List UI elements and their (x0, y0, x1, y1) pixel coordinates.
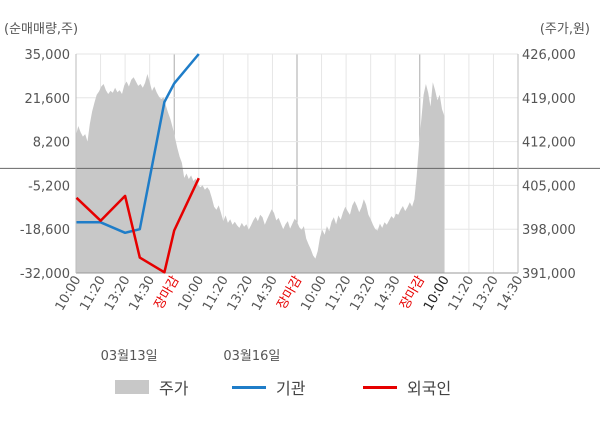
left-tick-label: -5,200 (28, 179, 70, 194)
left-tick-label: 8,200 (33, 136, 70, 151)
legend-institution-swatch (232, 385, 266, 389)
legend-price: 주가 (115, 372, 188, 402)
right-tick-label: 398,000 (522, 223, 576, 238)
left-axis-title: (순매매량,주) (4, 22, 78, 37)
legend-institution: 기관 (232, 372, 305, 402)
chart: (순매매량,주) (주가,원) 35,000 21,600 8,200 -5,200 -18… (0, 22, 600, 364)
left-tick-label: 35,000 (25, 48, 71, 63)
x-tick-label: 14:30 (126, 274, 158, 314)
legend-foreign-label: 외국인 (407, 379, 452, 398)
institution-line (76, 53, 200, 235)
right-tick-label: 405,000 (522, 179, 576, 194)
right-axis-title: (주가,원) (540, 22, 590, 37)
legend: 주가 기관 외국인 (0, 372, 600, 402)
right-tick-label: 426,000 (522, 48, 576, 63)
legend-institution-label: 기관 (276, 379, 306, 398)
price-area (76, 74, 445, 273)
legend-foreign: 외국인 (363, 372, 451, 402)
legend-price-label: 주가 (159, 379, 189, 398)
x-tick-label: 14:30 (495, 274, 527, 314)
legend-price-swatch (115, 380, 149, 394)
left-tick-label: -18,600 (20, 223, 70, 238)
right-tick-label: 419,000 (522, 92, 576, 107)
right-tick-label: 412,000 (522, 136, 576, 151)
day-label: 03월13일 (101, 349, 158, 364)
legend-foreign-swatch (363, 385, 397, 389)
x-tick-label: 14:30 (249, 274, 281, 314)
foreign-line (75, 177, 200, 274)
right-tick-label: 391,000 (522, 267, 576, 282)
x-tick-label: 14:30 (372, 274, 404, 314)
day-label: 03월16일 (223, 349, 280, 364)
left-tick-label: 21,600 (25, 92, 71, 107)
left-tick-label: -32,000 (20, 267, 70, 282)
